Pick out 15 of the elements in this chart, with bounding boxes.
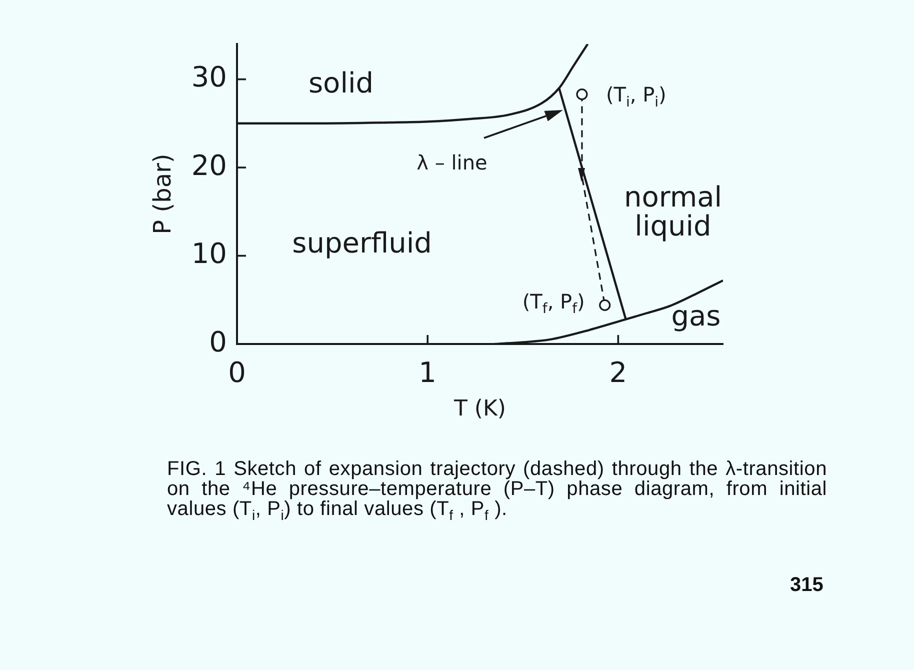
text: FIG. 1 Sketch of expansion trajectory (dashed) through the λ-transition on the ⁴He pressure–temperature (P–T) phase diagram, from initial values (T$_{i}$, P$_{i}$) to final values (T$_{f}$ , P$_{f}$ ). [167,458,827,523]
annotation: λ – line [416,150,488,174]
y-tick-label: 10 [191,237,227,270]
y-tick-label: 0 [209,325,227,358]
annotation: solid [308,66,374,100]
y-tick-label: 20 [191,148,227,182]
y-tick-label: 30 [191,60,227,94]
annotation: normal liquid [624,180,722,243]
y-axis-title: P (bar) [148,154,177,234]
annotation: gas [671,299,721,332]
annotation: superfluid [292,226,432,260]
x-axis-title: T (K) [452,396,506,422]
x-tick-label: 1 [418,356,436,390]
x-tick-label: 2 [609,356,628,390]
text: 315 [790,574,824,597]
